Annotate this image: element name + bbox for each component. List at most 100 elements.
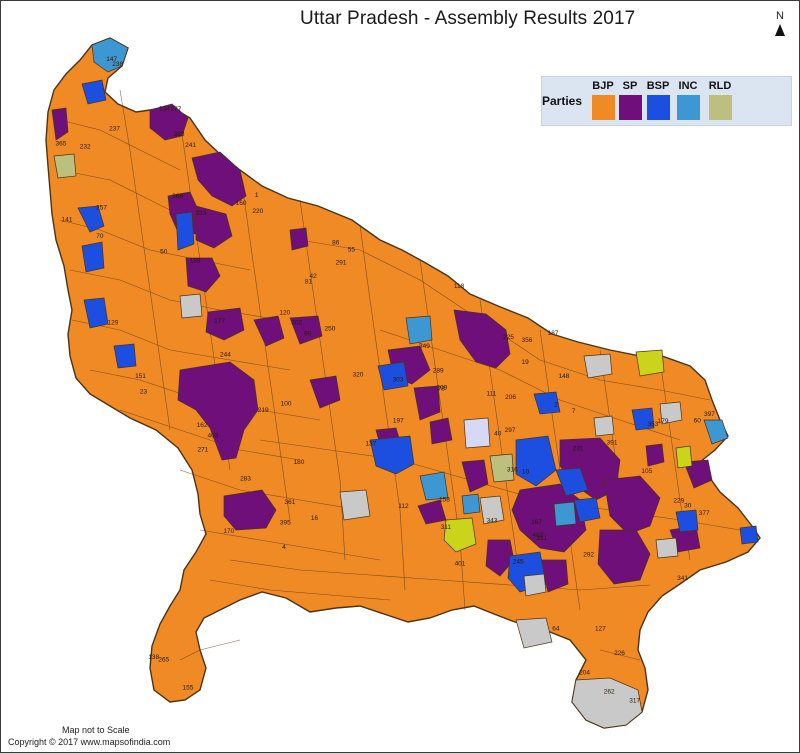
legend-swatch (708, 95, 732, 120)
constituency-number: 179 (658, 418, 669, 425)
constituency-number: 155 (182, 685, 193, 692)
constituency-number: 134 (159, 106, 170, 113)
legend-heading: Parties (542, 94, 583, 108)
constituency-number: 206 (505, 394, 516, 401)
constituency-number: 127 (595, 625, 606, 632)
constituency-number: 90 (304, 331, 312, 338)
constituency-number: 383 (174, 131, 185, 138)
constituency-number: 402 (532, 532, 543, 539)
constituency-number: 70 (96, 233, 104, 240)
constituency-borders (59, 89, 741, 661)
independent-seats (463, 417, 491, 449)
constituency-number: 333 (195, 210, 206, 217)
constituency-number: 64 (552, 626, 560, 633)
constituency-number: 316 (507, 466, 518, 473)
constituency-number: 356 (521, 337, 532, 344)
constituency-number: 81 (305, 279, 313, 286)
constituency-number: 30 (684, 503, 692, 510)
constituency-number: 19 (521, 359, 529, 366)
constituency-number: 189 (190, 258, 201, 265)
constituency-number: 277 (171, 106, 182, 113)
legend-swatch (646, 95, 670, 120)
constituency-number: 177 (214, 318, 225, 325)
constituency-number: 170 (223, 528, 234, 535)
constituency-number: 118 (454, 283, 465, 290)
constituency-number: 241 (185, 142, 196, 149)
constituency-number: 331 (536, 535, 547, 542)
constituency-number: 1 (255, 192, 259, 199)
constituency-number: 151 (135, 373, 146, 380)
constituency-number: 244 (220, 352, 231, 359)
north-indicator: N (770, 10, 790, 36)
legend-item-sp: SP (616, 79, 644, 120)
constituency-number: 289 (433, 367, 444, 374)
constituency-number: 265 (158, 657, 169, 664)
constituency-number: 250 (324, 326, 335, 333)
constituency-number: 317 (629, 697, 640, 704)
legend-label: BSP (646, 80, 670, 92)
constituency-number: 4 (282, 544, 286, 551)
constituency-number: 60 (694, 417, 702, 424)
constituency-number: 353 (648, 421, 659, 428)
constituency-number: 42 (309, 273, 317, 280)
constituency-number: 226 (614, 650, 625, 657)
constituency-number: 343 (486, 518, 497, 525)
legend-item-bsp: BSP (644, 79, 672, 120)
constituency-number: 138 (148, 654, 159, 661)
constituency-number: 141 (62, 216, 73, 223)
legend-label: INC (678, 80, 698, 92)
constituency-number: 162 (197, 422, 208, 429)
constituency-number: 397 (704, 411, 715, 418)
north-label: N (776, 10, 784, 22)
constituency-number: 204 (579, 670, 590, 677)
constituency-number: 403 (207, 433, 218, 440)
constituency-number: 283 (240, 475, 251, 482)
constituency-number: 147 (106, 56, 117, 63)
constituency-number: 40 (494, 430, 502, 437)
inc-seats (91, 37, 729, 527)
constituency-number: 368 (172, 193, 183, 200)
constituency-number: 112 (398, 503, 409, 510)
constituency-number: 167 (531, 519, 542, 526)
constituency-number: 341 (677, 575, 688, 582)
constituency-number: 237 (109, 125, 120, 132)
constituency-number: 55 (348, 247, 356, 254)
constituency-number: 160 (236, 200, 247, 207)
constituency-number: 262 (604, 688, 615, 695)
constituency-number: 303 (392, 377, 403, 384)
constituency-number: 401 (455, 560, 466, 567)
constituency-number: 7 (572, 408, 576, 415)
constituency-number: 377 (699, 510, 710, 517)
constituency-number: 245 (513, 558, 524, 565)
constituency-number: 137 (365, 440, 376, 447)
constituency-number: 292 (583, 552, 594, 559)
constituency-number: 219 (258, 407, 269, 414)
constituency-number: 16 (311, 515, 319, 522)
map-title: Uttar Pradesh - Assembly Results 2017 (300, 8, 636, 29)
constituency-number: 395 (280, 520, 291, 527)
constituency-number: 180 (294, 459, 305, 466)
constituency-number: 225 (503, 334, 514, 341)
constituency-number: 229 (673, 498, 684, 505)
legend-label: RLD (708, 80, 732, 92)
legend-label: SP (622, 80, 638, 92)
other-seats (179, 293, 683, 729)
constituency-number: 111 (486, 391, 496, 398)
constituency-number: 129 (107, 319, 118, 326)
rld-seats (53, 153, 515, 483)
constituency-number: 100 (281, 401, 292, 408)
constituency-number: 238 (112, 61, 123, 68)
legend-item-inc: INC (674, 79, 702, 120)
constituency-number: 120 (279, 309, 290, 316)
constituency-number: 78 (438, 386, 446, 393)
constituency-number: 197 (393, 417, 404, 424)
constituency-number: 50 (160, 249, 168, 256)
constituency-number: 391 (607, 440, 618, 447)
constituency-number: 365 (55, 141, 66, 148)
legend-label: BJP (592, 80, 614, 92)
scale-note: Map not to Scale (62, 725, 130, 735)
constituency-number: 271 (197, 447, 208, 454)
ally-seats (443, 349, 693, 553)
constituency-number: 220 (252, 208, 263, 215)
